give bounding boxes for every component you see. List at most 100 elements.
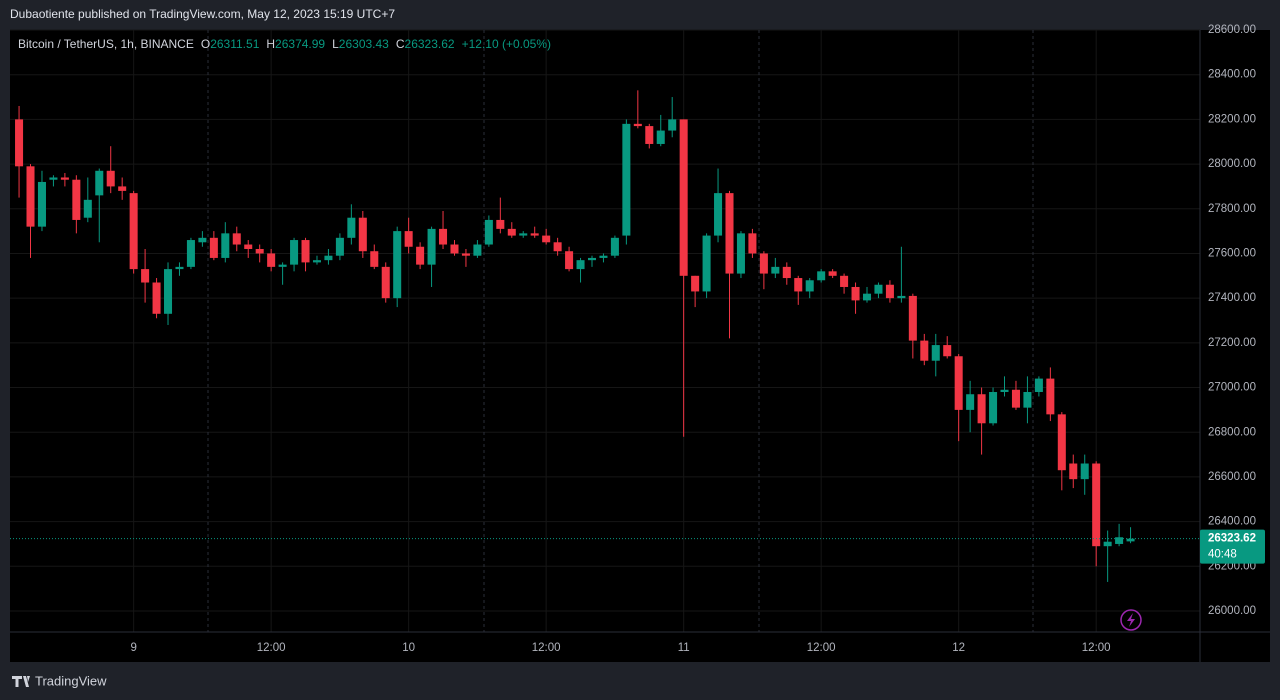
legend-value: 26323.62 — [405, 37, 455, 51]
candle-body — [37, 181, 46, 227]
candle-body — [840, 275, 849, 287]
candle-body — [519, 233, 528, 236]
candle-body — [897, 295, 906, 299]
candles — [10, 90, 1200, 582]
legend-value: 26311.51 — [210, 37, 259, 51]
candle-body — [1080, 463, 1089, 480]
candle-body — [966, 394, 975, 410]
countdown: 40:48 — [1208, 549, 1237, 561]
candle-body — [805, 280, 814, 292]
candle-body — [221, 233, 230, 258]
candle-body — [358, 217, 367, 252]
y-tick-label: 27600.00 — [1208, 247, 1256, 259]
y-tick-label: 28000.00 — [1208, 158, 1256, 170]
candle-body — [427, 228, 436, 265]
alert-icon[interactable] — [1120, 609, 1142, 631]
candle-body — [1069, 463, 1078, 480]
x-tick-label: 12:00 — [532, 642, 561, 654]
candle-body — [542, 235, 551, 243]
alert-bolt — [1127, 613, 1135, 627]
candle-body — [26, 166, 35, 227]
chart-pane — [10, 30, 1270, 662]
candle-body — [312, 260, 321, 263]
candle-body — [920, 340, 929, 361]
candle-body — [370, 251, 379, 267]
candle-body — [931, 345, 940, 361]
x-tick-label: 12:00 — [1082, 642, 1111, 654]
candle-body — [989, 392, 998, 424]
legend-key: C — [396, 37, 405, 51]
candle-body — [244, 244, 253, 249]
candle-body — [404, 231, 413, 247]
candle-body — [771, 266, 780, 274]
candle-body — [828, 271, 837, 276]
candle-body — [381, 266, 390, 299]
y-tick-label: 26800.00 — [1208, 426, 1256, 438]
y-tick-label: 27400.00 — [1208, 292, 1256, 304]
candle-body — [622, 123, 631, 236]
legend-value: 26303.43 — [339, 37, 389, 51]
candle-body — [1092, 463, 1101, 547]
legend: Bitcoin / TetherUS, 1h, BINANCE O 26311.51… — [18, 37, 551, 51]
y-tick-label: 27200.00 — [1208, 337, 1256, 349]
candle-body — [908, 295, 917, 341]
y-tick-label: 28200.00 — [1208, 113, 1256, 125]
candle-body — [83, 199, 92, 218]
candle-body — [1000, 389, 1009, 393]
candle-body — [553, 242, 562, 252]
y-tick-label: 26600.00 — [1208, 471, 1256, 483]
candle-body — [633, 123, 642, 127]
candle-body — [691, 275, 700, 292]
publisher: Dubaotiente published on TradingView.com… — [10, 7, 395, 21]
brand: TradingView — [35, 673, 107, 688]
candle-body — [748, 233, 757, 254]
candle-body — [679, 119, 688, 276]
candle-body — [49, 177, 58, 180]
candle-body — [164, 269, 173, 314]
candle-body — [255, 248, 264, 254]
candle-body — [129, 193, 138, 270]
candle-body — [347, 217, 356, 238]
x-tick-label: 10 — [402, 642, 415, 654]
last-price-label: 26323.62 — [1208, 533, 1256, 545]
y-tick-label: 28600.00 — [1208, 24, 1256, 36]
candle-body — [450, 244, 459, 254]
x-tick-label: 11 — [678, 642, 690, 654]
y-tick-label: 28400.00 — [1208, 69, 1256, 81]
candle-body — [794, 278, 803, 292]
y-tick-label: 27800.00 — [1208, 203, 1256, 215]
candle-body — [862, 293, 872, 301]
candle-body — [60, 177, 69, 180]
candle-body — [702, 235, 711, 292]
legend-key: H — [266, 37, 275, 51]
candle-body — [1115, 537, 1124, 544]
candle-body — [175, 266, 184, 270]
legend-value: 26374.99 — [275, 37, 325, 51]
candle-body — [587, 257, 597, 261]
candle-body — [576, 260, 585, 270]
candle-body — [95, 170, 104, 196]
session-breaks — [207, 30, 1034, 632]
candle-body — [1057, 414, 1066, 471]
candle-body — [290, 240, 299, 265]
candle-body — [461, 253, 470, 256]
candle-body — [209, 237, 218, 258]
legend-symbol: Bitcoin / TetherUS, 1h, BINANCE — [18, 37, 194, 51]
candle-body — [759, 253, 768, 274]
candle-body — [645, 126, 654, 144]
candle-body — [393, 231, 402, 299]
y-tick-label: 27000.00 — [1208, 382, 1256, 394]
x-tick-label: 9 — [130, 642, 136, 654]
candle-body — [278, 264, 287, 267]
candle-body — [851, 286, 860, 301]
candle-body — [530, 233, 539, 236]
candle-body — [301, 240, 310, 263]
candle-body — [736, 233, 745, 274]
candle-body — [198, 237, 207, 243]
candle-body — [232, 233, 241, 245]
candle-body — [874, 284, 883, 294]
y-tick-label: 26400.00 — [1208, 516, 1256, 528]
x-tick-label: 12:00 — [257, 642, 286, 654]
candle-body — [1023, 392, 1032, 408]
